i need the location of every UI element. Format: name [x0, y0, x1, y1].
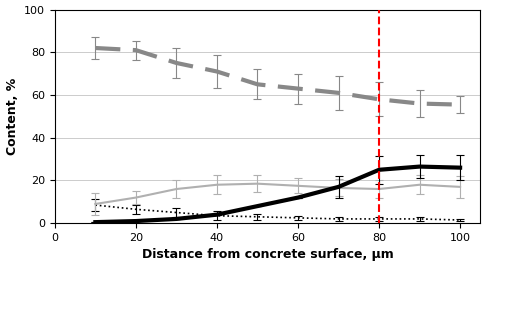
- X-axis label: Distance from concrete surface, μm: Distance from concrete surface, μm: [142, 249, 393, 261]
- Y-axis label: Content, %: Content, %: [6, 78, 19, 155]
